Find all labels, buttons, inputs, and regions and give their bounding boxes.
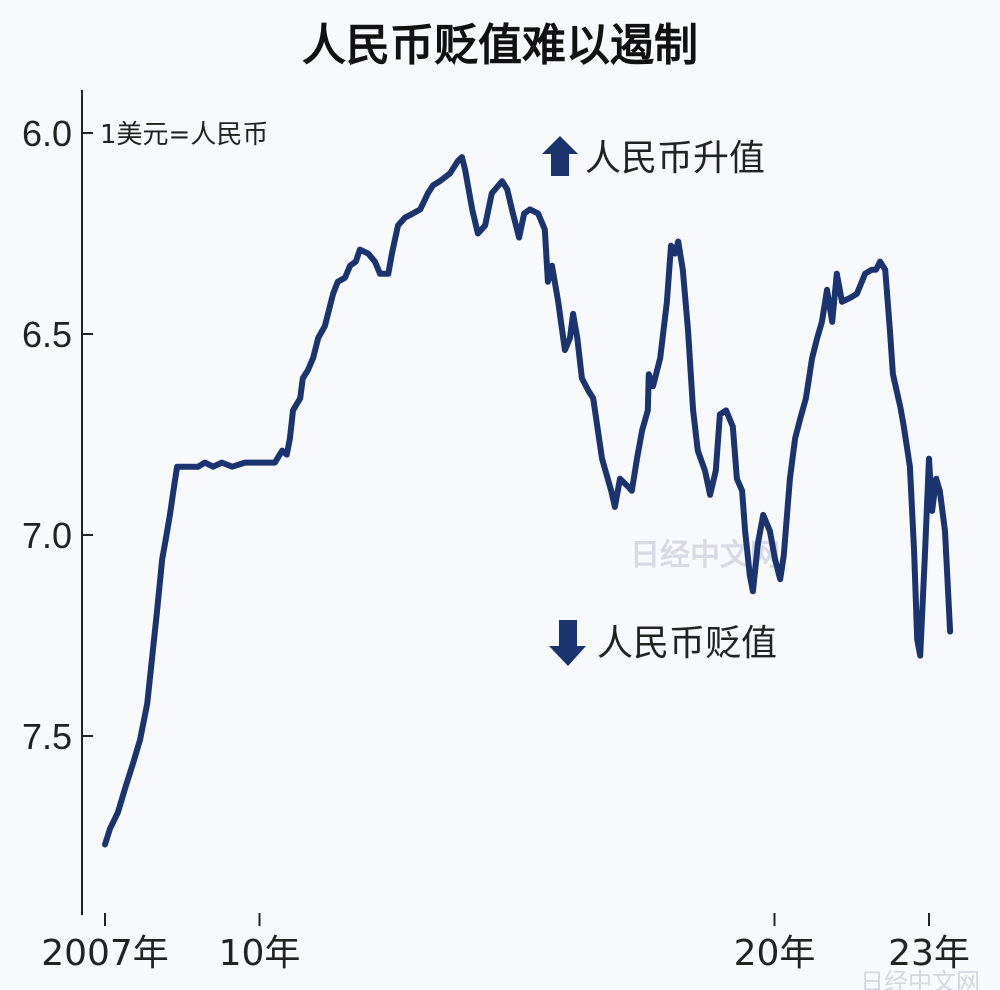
y-tick-label: 6.5 — [22, 314, 72, 355]
x-tick-label: 20年 — [734, 933, 816, 974]
chart-title: 人民币贬值难以遏制 — [302, 20, 698, 71]
arrow-up-icon — [542, 136, 578, 176]
watermark-corner: 日经中文网 — [860, 968, 980, 990]
annotation-up-label: 人民币升值 — [585, 138, 765, 179]
x-tick-label: 23年 — [888, 933, 970, 974]
annotation-up: 人民币升值 — [542, 136, 765, 179]
y-tick-label: 7.5 — [22, 716, 72, 757]
arrow-down-icon — [549, 620, 586, 666]
y-tick-label: 7.0 — [22, 515, 72, 556]
x-tick-label: 10年 — [219, 933, 301, 974]
series-line — [102, 154, 954, 848]
unit-label: 1美元=人民币 — [100, 120, 268, 150]
x-tick-label: 2007年 — [41, 933, 169, 974]
annotation-down-label: 人民币贬值 — [597, 623, 777, 664]
annotation-down: 人民币贬值 — [549, 620, 777, 666]
y-tick-label: 6.0 — [22, 113, 72, 154]
